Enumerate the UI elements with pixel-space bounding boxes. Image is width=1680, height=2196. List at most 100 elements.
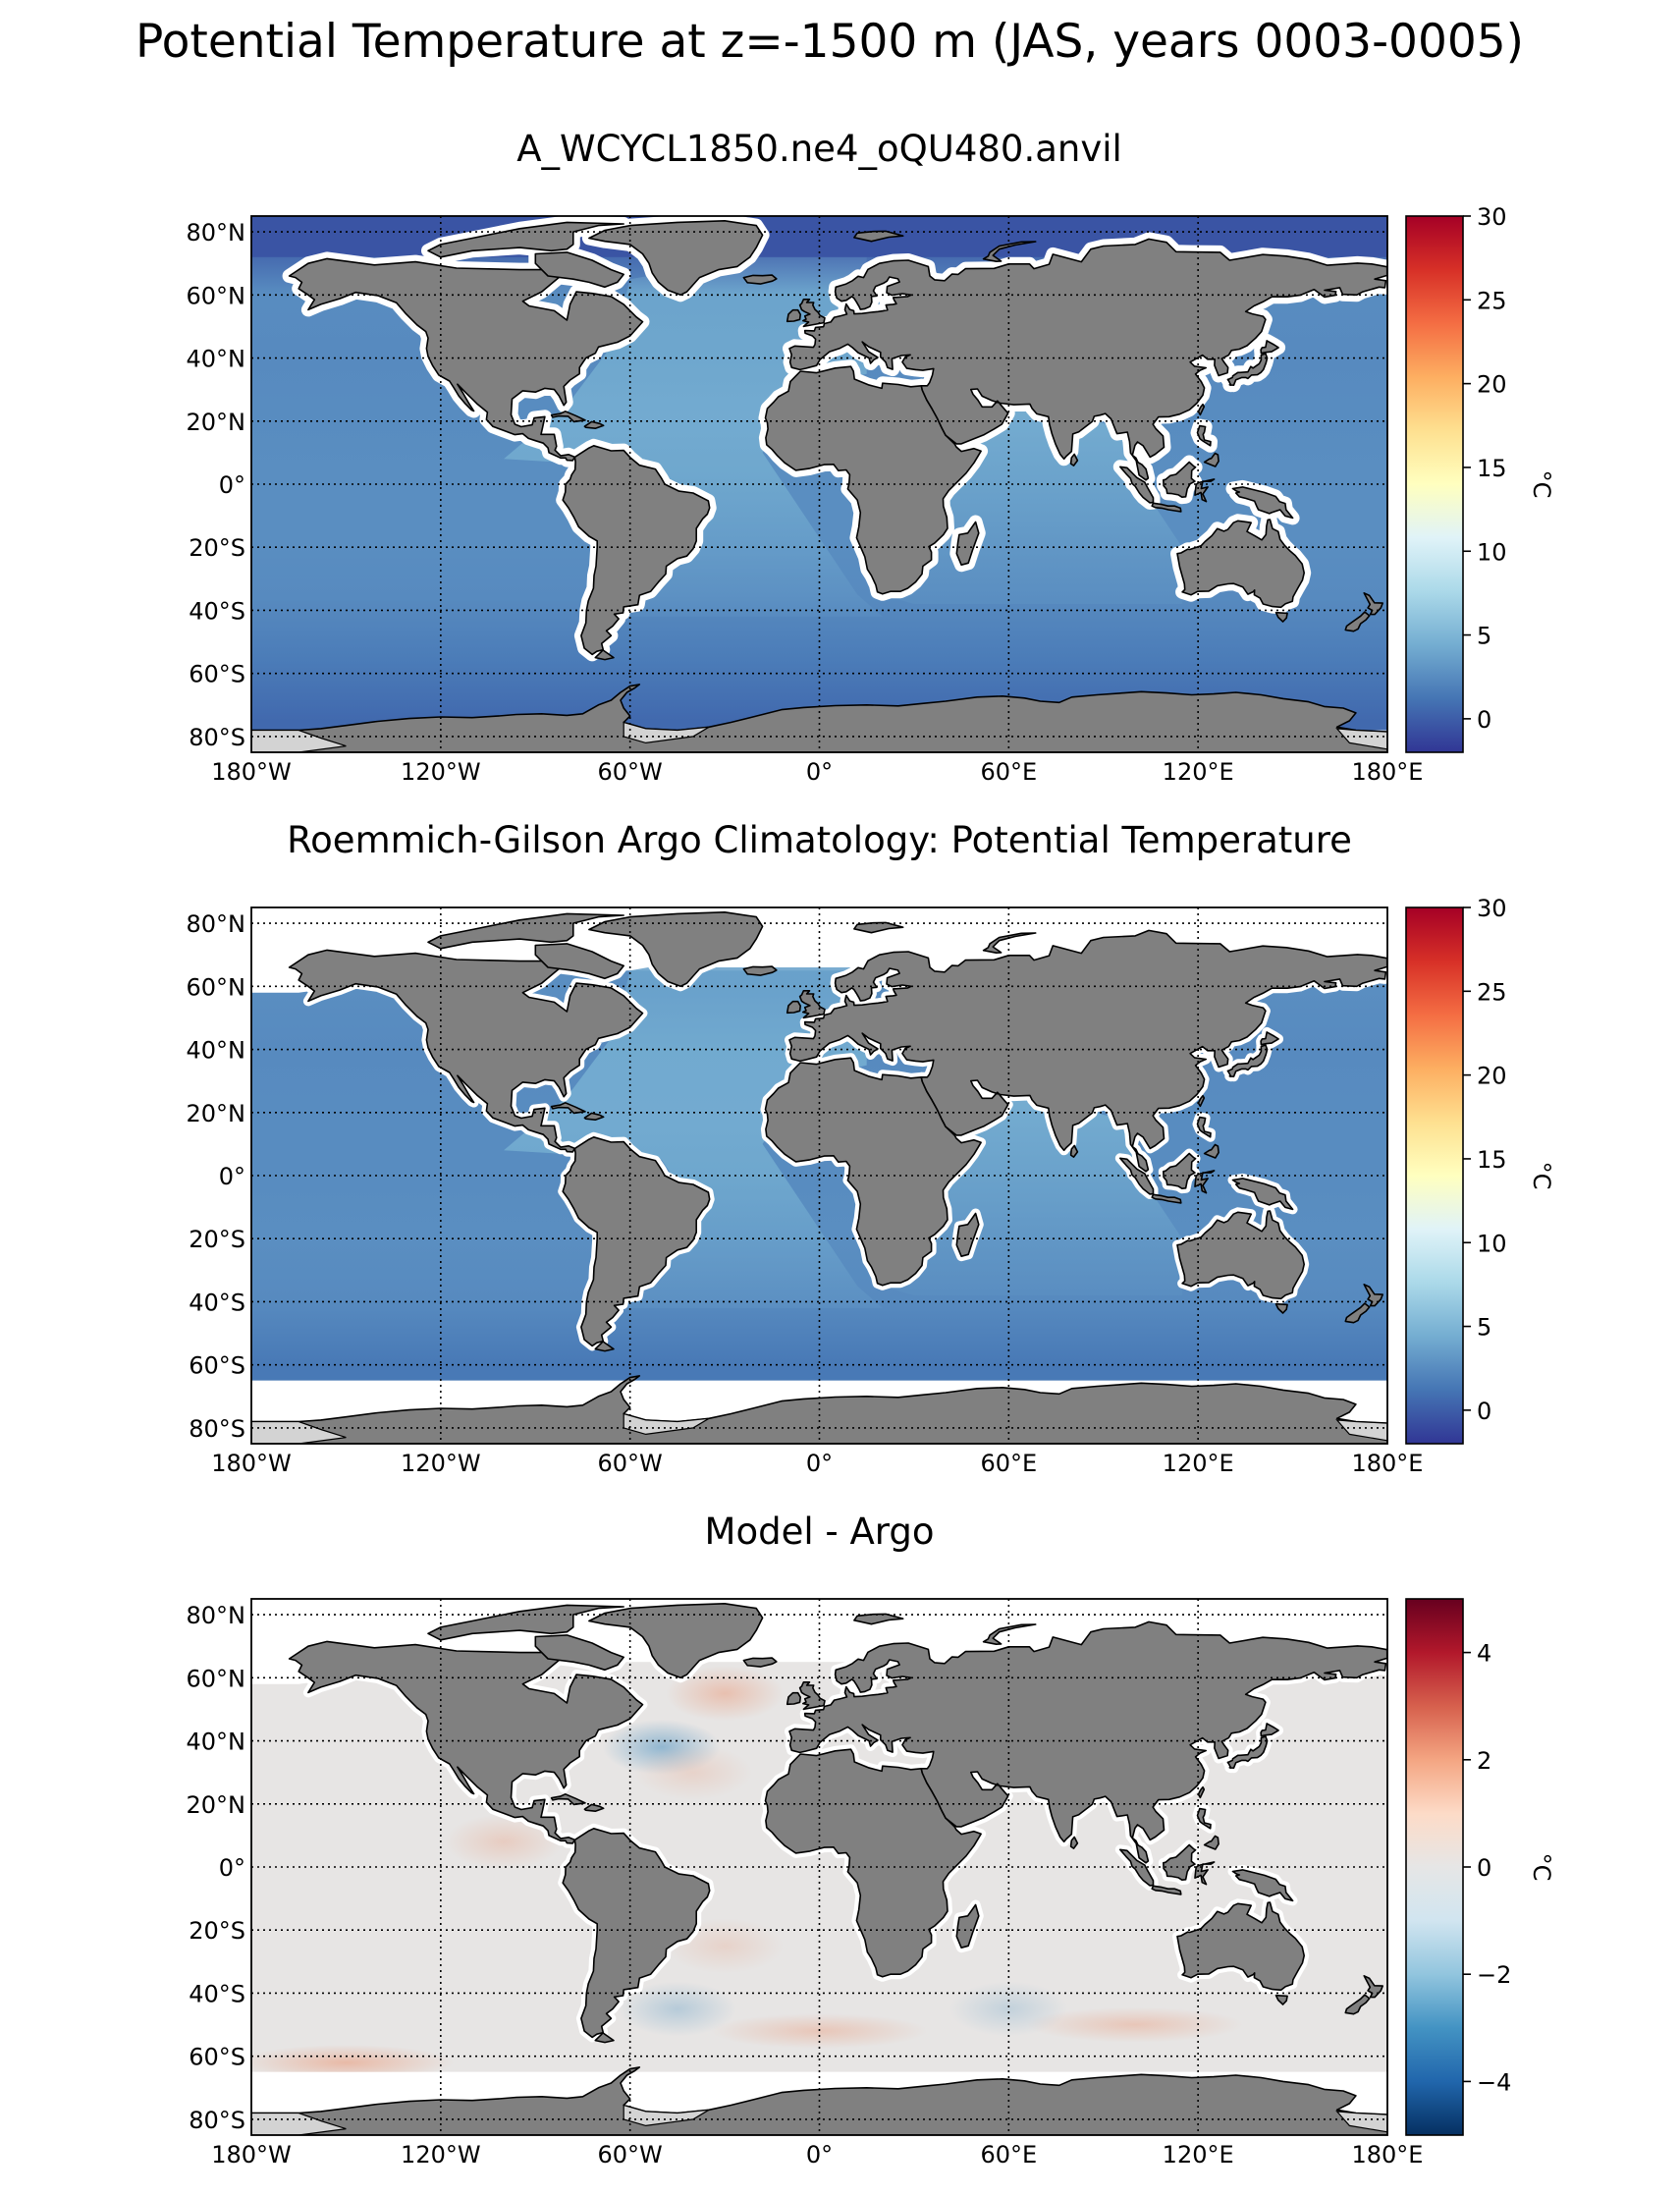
y-tick-label: 20°N: [187, 1100, 246, 1127]
y-tick-label: 0°: [219, 471, 245, 499]
land-iceland: [742, 1657, 778, 1668]
ice-shelf-ross: [251, 2112, 347, 2135]
colorbar-tick-label: 5: [1477, 623, 1491, 650]
colorbar-tick-label: 4: [1477, 1640, 1491, 1668]
x-tick-label: 60°E: [980, 2141, 1037, 2169]
colorbar-tick-label: 20: [1477, 1063, 1507, 1090]
colorbar-gradient: [1405, 906, 1464, 1445]
y-tick-label: 20°N: [187, 409, 246, 436]
anomaly-blob: [666, 1666, 785, 1722]
colorbar-tick-label: 0: [1477, 706, 1491, 734]
land-borneo: [1163, 461, 1197, 498]
y-tick-label: 80°S: [189, 2107, 245, 2134]
land-borneo: [1163, 1843, 1197, 1881]
land-madagascar: [955, 1903, 980, 1949]
colorbar-tick-label: 10: [1477, 1230, 1507, 1257]
y-tick-label: 40°N: [187, 1729, 246, 1756]
x-tick-label: 180°W: [211, 1450, 292, 1477]
y-tick-label: 40°S: [189, 1289, 245, 1316]
x-tick-label: 60°E: [980, 1450, 1037, 1477]
land-canada-islands: [427, 1604, 624, 1641]
ice-shelf-weddell: [623, 2104, 710, 2127]
land-taiwan: [1197, 1785, 1206, 1799]
colorbar-tick-label: 0: [1477, 1398, 1491, 1425]
x-tick-label: 0°: [806, 2141, 833, 2169]
map-frame: [250, 906, 1388, 1445]
land-hokkaido: [1260, 1723, 1279, 1737]
land-australia: [1176, 1210, 1305, 1300]
colorbar-tick-label: −2: [1477, 1961, 1511, 1989]
x-tick-label: 0°: [806, 758, 833, 786]
colorbar-label: °C: [1528, 1853, 1555, 1882]
land-nz-south: [1344, 1994, 1371, 2015]
land-japan: [1226, 1735, 1269, 1769]
y-tick-label: 20°S: [189, 1226, 245, 1253]
land-hokkaido: [1260, 1031, 1279, 1046]
land-sulawesi: [1194, 478, 1216, 503]
land-sri-lanka: [1069, 453, 1079, 467]
y-tick-label: 60°N: [187, 1665, 246, 1692]
map-frame: [250, 215, 1388, 753]
x-tick-label: 120°W: [401, 2141, 481, 2169]
land-svalbard: [853, 921, 904, 934]
y-tick-label: 20°S: [189, 1917, 245, 1945]
ice-shelf-weddell: [623, 1412, 710, 1436]
land-java: [1151, 502, 1182, 513]
land-greenland: [588, 911, 764, 988]
colorbar-tick-label: 5: [1477, 1314, 1491, 1342]
y-tick-label: 0°: [219, 1854, 245, 1882]
colorbar-tick-label: 10: [1477, 538, 1507, 566]
land-tasmania: [1274, 1994, 1288, 2005]
land-hispaniola: [583, 1112, 605, 1121]
x-tick-label: 180°E: [1352, 1450, 1424, 1477]
y-tick-label: 60°S: [189, 2044, 245, 2071]
land-madagascar: [955, 521, 980, 566]
land-uk: [798, 990, 826, 1019]
land-svalbard: [853, 1613, 904, 1625]
y-tick-label: 40°S: [189, 1980, 245, 2007]
colorbar-tick-label: 25: [1477, 287, 1507, 314]
land-japan: [1226, 1044, 1269, 1077]
land-eurasia: [788, 929, 1387, 1173]
y-tick-label: 80°N: [187, 1602, 246, 1629]
land-luzon: [1196, 1807, 1212, 1830]
land-nz-north: [1363, 592, 1383, 616]
gridlines: [251, 216, 1387, 752]
land-java: [1151, 1885, 1182, 1895]
land-ireland: [786, 1691, 801, 1706]
y-tick-label: 80°N: [187, 910, 246, 938]
land-novaya: [982, 932, 1037, 954]
land-novaya: [982, 241, 1037, 262]
land-japan: [1226, 353, 1269, 386]
colorbar-tick-label: 2: [1477, 1747, 1491, 1775]
colorbar-tick-label: 0: [1477, 1854, 1491, 1882]
land-baffin: [534, 1634, 624, 1672]
anomaly-blob: [711, 2013, 928, 2050]
land-ireland: [786, 308, 801, 323]
land-cuba: [550, 411, 586, 423]
land-canada-islands: [427, 221, 624, 258]
gridlines: [251, 907, 1387, 1444]
land-sri-lanka: [1069, 1144, 1079, 1158]
land-mindanao: [1203, 1143, 1219, 1159]
x-tick-label: 120°E: [1163, 1450, 1234, 1477]
land-nz-south: [1344, 1302, 1371, 1324]
x-tick-label: 120°E: [1163, 2141, 1234, 2169]
colorbar-tick-label: 20: [1477, 371, 1507, 399]
land-novaya: [982, 1623, 1037, 1645]
land-tasmania: [1274, 611, 1288, 623]
x-tick-label: 60°W: [598, 2141, 663, 2169]
y-tick-label: 80°N: [187, 219, 246, 247]
land-iceland: [742, 274, 778, 285]
x-tick-label: 120°W: [401, 1450, 481, 1477]
anomaly-blob: [445, 1814, 564, 1870]
y-tick-label: 40°N: [187, 1037, 246, 1065]
anomaly-blob: [251, 2045, 455, 2081]
panel-title: A_WCYCL1850.ne4_oQU480.anvil: [516, 128, 1122, 170]
y-tick-label: 60°S: [189, 661, 245, 688]
land-cuba: [550, 1793, 586, 1806]
land-baffin: [534, 251, 624, 289]
x-tick-label: 60°W: [598, 758, 663, 786]
colorbar: 0 5 10 15 20 25 30 °C: [1405, 895, 1555, 1445]
y-tick-label: 80°S: [189, 724, 245, 751]
